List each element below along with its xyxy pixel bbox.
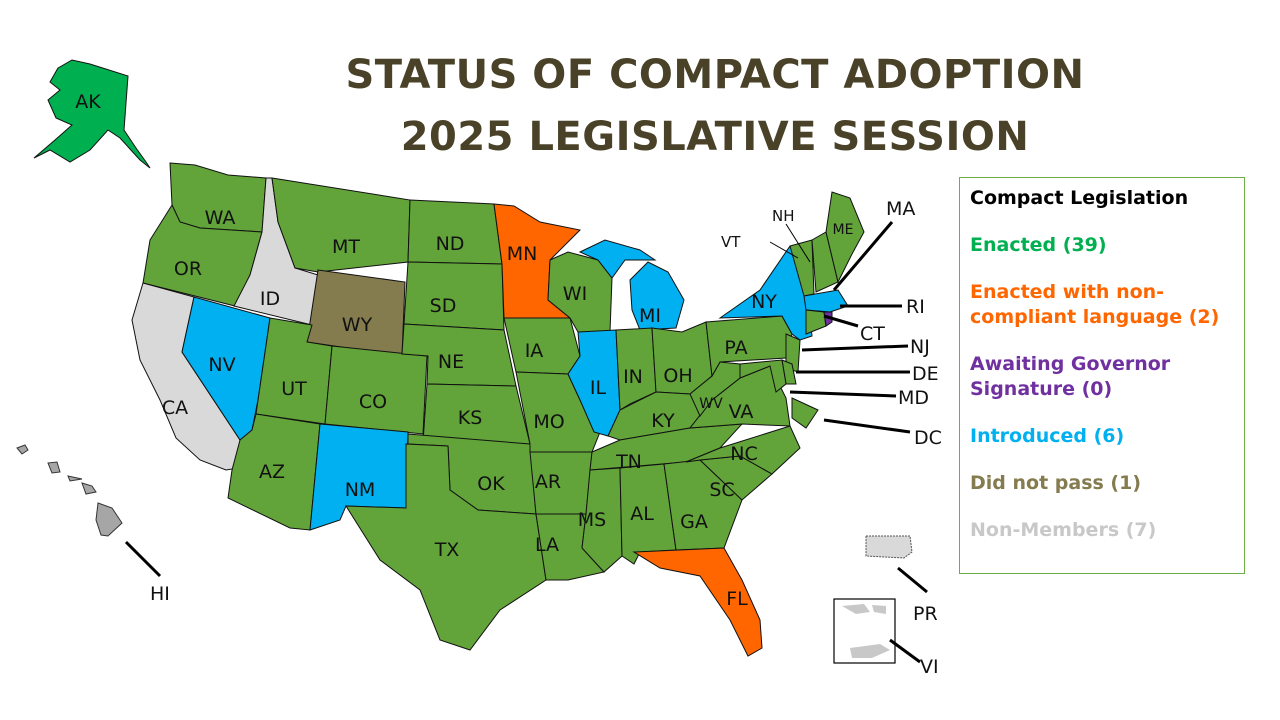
legend: Compact Legislation Enacted (39) Enacted… bbox=[959, 177, 1245, 574]
legend-item-did-not-pass: Did not pass (1) bbox=[970, 472, 1142, 494]
svg-text:ID: ID bbox=[260, 288, 280, 310]
svg-text:WV: WV bbox=[699, 396, 723, 412]
svg-text:MD: MD bbox=[898, 387, 929, 409]
svg-text:DC: DC bbox=[914, 427, 942, 449]
legend-item-enacted: Enacted (39) bbox=[970, 234, 1107, 256]
svg-text:WA: WA bbox=[205, 207, 236, 229]
state-NC[interactable] bbox=[685, 425, 801, 475]
state-WY[interactable] bbox=[306, 269, 406, 357]
svg-text:IA: IA bbox=[525, 340, 544, 362]
svg-text:OK: OK bbox=[477, 473, 505, 495]
state-AK[interactable] bbox=[33, 59, 151, 169]
state-FL[interactable] bbox=[632, 547, 763, 657]
svg-text:NJ: NJ bbox=[910, 336, 930, 358]
svg-text:OR: OR bbox=[174, 258, 202, 280]
svg-text:NY: NY bbox=[751, 291, 777, 313]
svg-text:NH: NH bbox=[772, 207, 795, 225]
svg-text:PA: PA bbox=[724, 337, 747, 359]
svg-text:VA: VA bbox=[729, 401, 754, 423]
svg-text:MI: MI bbox=[639, 305, 661, 327]
svg-text:HI: HI bbox=[150, 583, 170, 605]
svg-text:NC: NC bbox=[730, 443, 757, 465]
callouts bbox=[124, 221, 928, 664]
territory-PR[interactable] bbox=[865, 535, 913, 559]
legend-heading: Compact Legislation bbox=[970, 187, 1189, 209]
svg-text:WI: WI bbox=[563, 283, 587, 305]
svg-text:SC: SC bbox=[709, 479, 734, 501]
map-title-line-1: STATUS OF COMPACT ADOPTION bbox=[345, 52, 1085, 98]
svg-text:NM: NM bbox=[345, 479, 376, 501]
svg-text:RI: RI bbox=[906, 296, 925, 318]
svg-text:MT: MT bbox=[332, 236, 360, 258]
state-labels: AK WA OR CA ID NV MT WY UT CO AZ NM ND S… bbox=[75, 91, 853, 610]
svg-text:FL: FL bbox=[726, 588, 748, 610]
territory-VI[interactable] bbox=[842, 604, 890, 658]
svg-text:MO: MO bbox=[533, 411, 564, 433]
state-MD[interactable] bbox=[739, 359, 787, 393]
svg-text:WY: WY bbox=[342, 314, 373, 336]
svg-text:MS: MS bbox=[578, 509, 606, 531]
state-HI[interactable] bbox=[16, 444, 123, 537]
legend-item-introduced: Introduced (6) bbox=[970, 425, 1125, 447]
state-CO[interactable] bbox=[324, 345, 428, 435]
svg-text:SD: SD bbox=[430, 295, 457, 317]
map-title-line-2: 2025 LEGISLATIVE SESSION bbox=[400, 114, 1030, 160]
svg-text:KS: KS bbox=[458, 407, 483, 429]
svg-text:CA: CA bbox=[162, 397, 188, 419]
svg-text:UT: UT bbox=[281, 378, 307, 400]
state-CT[interactable] bbox=[805, 309, 827, 335]
svg-text:TN: TN bbox=[615, 451, 642, 473]
svg-text:ND: ND bbox=[436, 233, 465, 255]
svg-text:DE: DE bbox=[912, 363, 939, 385]
legend-item-noncompliant: Enacted with non-compliant language (2) bbox=[970, 281, 1220, 328]
svg-text:NV: NV bbox=[208, 354, 235, 376]
svg-text:LA: LA bbox=[535, 534, 559, 556]
svg-text:MN: MN bbox=[507, 243, 538, 265]
svg-text:VT: VT bbox=[721, 233, 741, 251]
svg-text:CT: CT bbox=[860, 323, 885, 345]
state-TX[interactable] bbox=[345, 443, 547, 651]
state-MA[interactable] bbox=[803, 289, 849, 313]
svg-text:ME: ME bbox=[833, 222, 854, 238]
state-MI[interactable] bbox=[578, 239, 685, 331]
svg-text:KY: KY bbox=[651, 410, 675, 432]
svg-text:AL: AL bbox=[630, 503, 654, 525]
svg-text:IN: IN bbox=[623, 366, 643, 388]
svg-text:OH: OH bbox=[663, 365, 692, 387]
callout-labels: VT NH MA RI CT NJ DE MD DC HI PR VI bbox=[150, 198, 942, 678]
svg-text:VI: VI bbox=[920, 656, 939, 678]
svg-text:AR: AR bbox=[535, 471, 561, 493]
legend-item-non-members: Non-Members (7) bbox=[970, 519, 1157, 541]
svg-text:IL: IL bbox=[590, 377, 607, 399]
svg-text:GA: GA bbox=[680, 511, 708, 533]
legend-item-awaiting: Awaiting Governor Signature (0) bbox=[970, 353, 1171, 400]
state-DC[interactable] bbox=[791, 397, 819, 429]
svg-text:NE: NE bbox=[438, 351, 464, 373]
svg-text:MA: MA bbox=[886, 198, 915, 220]
svg-text:AZ: AZ bbox=[259, 461, 285, 483]
svg-text:AK: AK bbox=[75, 91, 101, 113]
svg-text:CO: CO bbox=[359, 391, 387, 413]
svg-text:PR: PR bbox=[913, 603, 938, 625]
svg-text:TX: TX bbox=[434, 539, 460, 561]
state-ME[interactable] bbox=[825, 191, 865, 284]
